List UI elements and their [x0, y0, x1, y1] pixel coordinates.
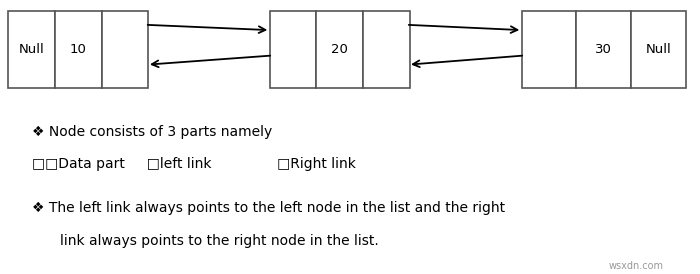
Bar [363, 11, 410, 88]
Text: □□Data part     □left link               □Right link: □□Data part □left link □Right link [32, 157, 356, 172]
Text: Null: Null [19, 43, 45, 56]
Bar [576, 11, 631, 88]
Text: ❖ Node consists of 3 parts namely: ❖ Node consists of 3 parts namely [32, 124, 272, 139]
Text: wsxdn.com: wsxdn.com [609, 261, 664, 271]
Bar [270, 11, 316, 88]
Bar [316, 11, 363, 88]
Bar [55, 11, 102, 88]
Text: 10: 10 [70, 43, 87, 56]
Text: link always points to the right node in the list.: link always points to the right node in … [60, 234, 378, 248]
Text: ❖ The left link always points to the left node in the list and the right: ❖ The left link always points to the lef… [32, 201, 505, 215]
Text: 20: 20 [331, 43, 348, 56]
Text: 30: 30 [595, 43, 612, 56]
Bar [631, 11, 686, 88]
Bar [8, 11, 55, 88]
Text: Null: Null [645, 43, 671, 56]
Bar [102, 11, 148, 88]
Bar [522, 11, 576, 88]
